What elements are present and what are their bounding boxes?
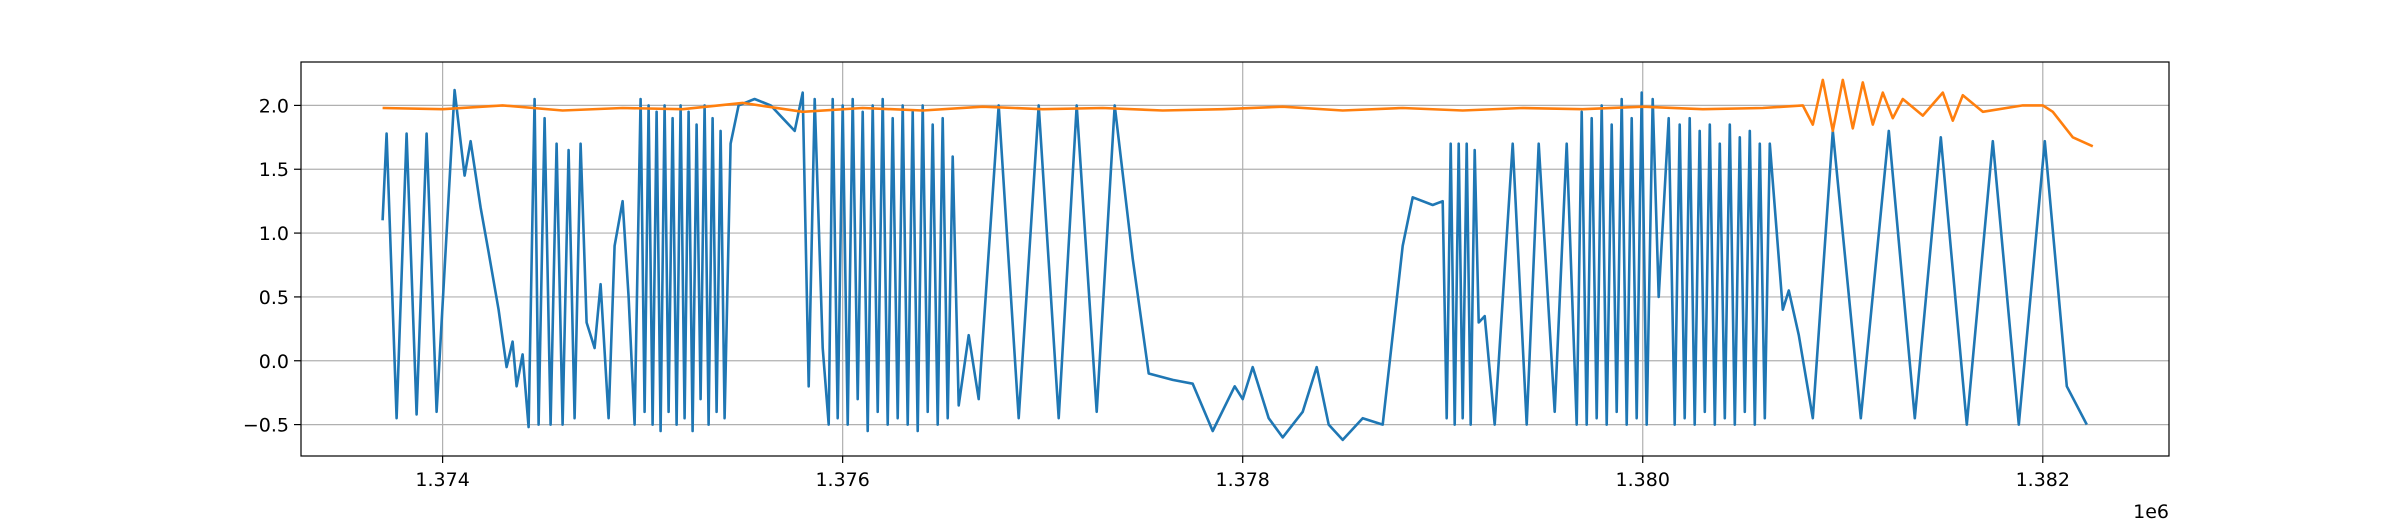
x-tick-label: 1.380 bbox=[1616, 469, 1670, 491]
x-tick-label: 1.378 bbox=[1215, 469, 1269, 491]
y-tick-label: −0.5 bbox=[243, 415, 289, 437]
series-line bbox=[381, 88, 2088, 442]
y-tick-label: 0.0 bbox=[259, 351, 289, 373]
y-tick-label: 1.0 bbox=[259, 223, 289, 245]
x-tick-label: 1.374 bbox=[415, 469, 469, 491]
series-line bbox=[382, 78, 2094, 148]
y-tick-label: 2.0 bbox=[259, 95, 289, 117]
x-tick-label: 1.382 bbox=[2016, 469, 2070, 491]
plot-frame bbox=[300, 61, 2170, 457]
x-offset-label: 1e6 bbox=[2133, 501, 2169, 523]
y-tick-label: 0.5 bbox=[259, 287, 289, 309]
y-tick-label: 1.5 bbox=[259, 159, 289, 181]
x-tick-label: 1.376 bbox=[815, 469, 869, 491]
